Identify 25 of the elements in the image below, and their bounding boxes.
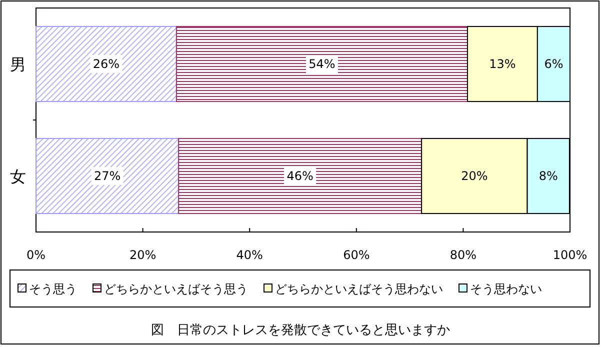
bar xyxy=(36,26,177,102)
data-label: 6% xyxy=(544,57,564,71)
bar xyxy=(36,138,180,214)
data-label: 54% xyxy=(308,57,336,71)
data-label: 27% xyxy=(94,169,121,183)
data-label: 26% xyxy=(92,57,120,71)
text: 図 日常のストレスを発散できていると思いますか xyxy=(151,323,450,338)
x-tick-label: 0% xyxy=(26,248,46,262)
data-label: 20% xyxy=(461,169,488,183)
x-tick-label: 100% xyxy=(552,248,588,262)
y-tick-label: 男 xyxy=(10,55,26,74)
legend-label: そう思わない xyxy=(470,282,542,296)
data-label: 13% xyxy=(489,57,516,71)
y-tick-label: 女 xyxy=(10,167,26,186)
bar xyxy=(178,138,422,214)
x-tick-label: 20% xyxy=(129,248,156,262)
legend-label: そう思う xyxy=(29,282,77,296)
data-label: 8% xyxy=(538,169,558,183)
x-tick-label: 40% xyxy=(236,248,263,262)
legend-label: どちらかといえばそう思わない xyxy=(275,282,443,296)
data-label: 46% xyxy=(286,169,314,183)
x-tick-label: 60% xyxy=(343,248,370,262)
x-tick-label: 80% xyxy=(450,248,477,262)
legend-label: どちらかといえばそう思う xyxy=(104,282,248,296)
bar xyxy=(176,26,468,102)
